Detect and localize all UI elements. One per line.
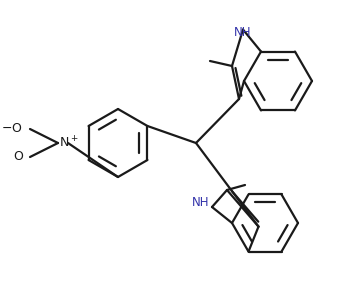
Text: N$^+$: N$^+$: [59, 135, 79, 151]
Text: O: O: [13, 150, 23, 164]
Text: $-$O: $-$O: [1, 123, 23, 136]
Text: NH: NH: [234, 26, 252, 38]
Text: NH: NH: [191, 196, 209, 209]
